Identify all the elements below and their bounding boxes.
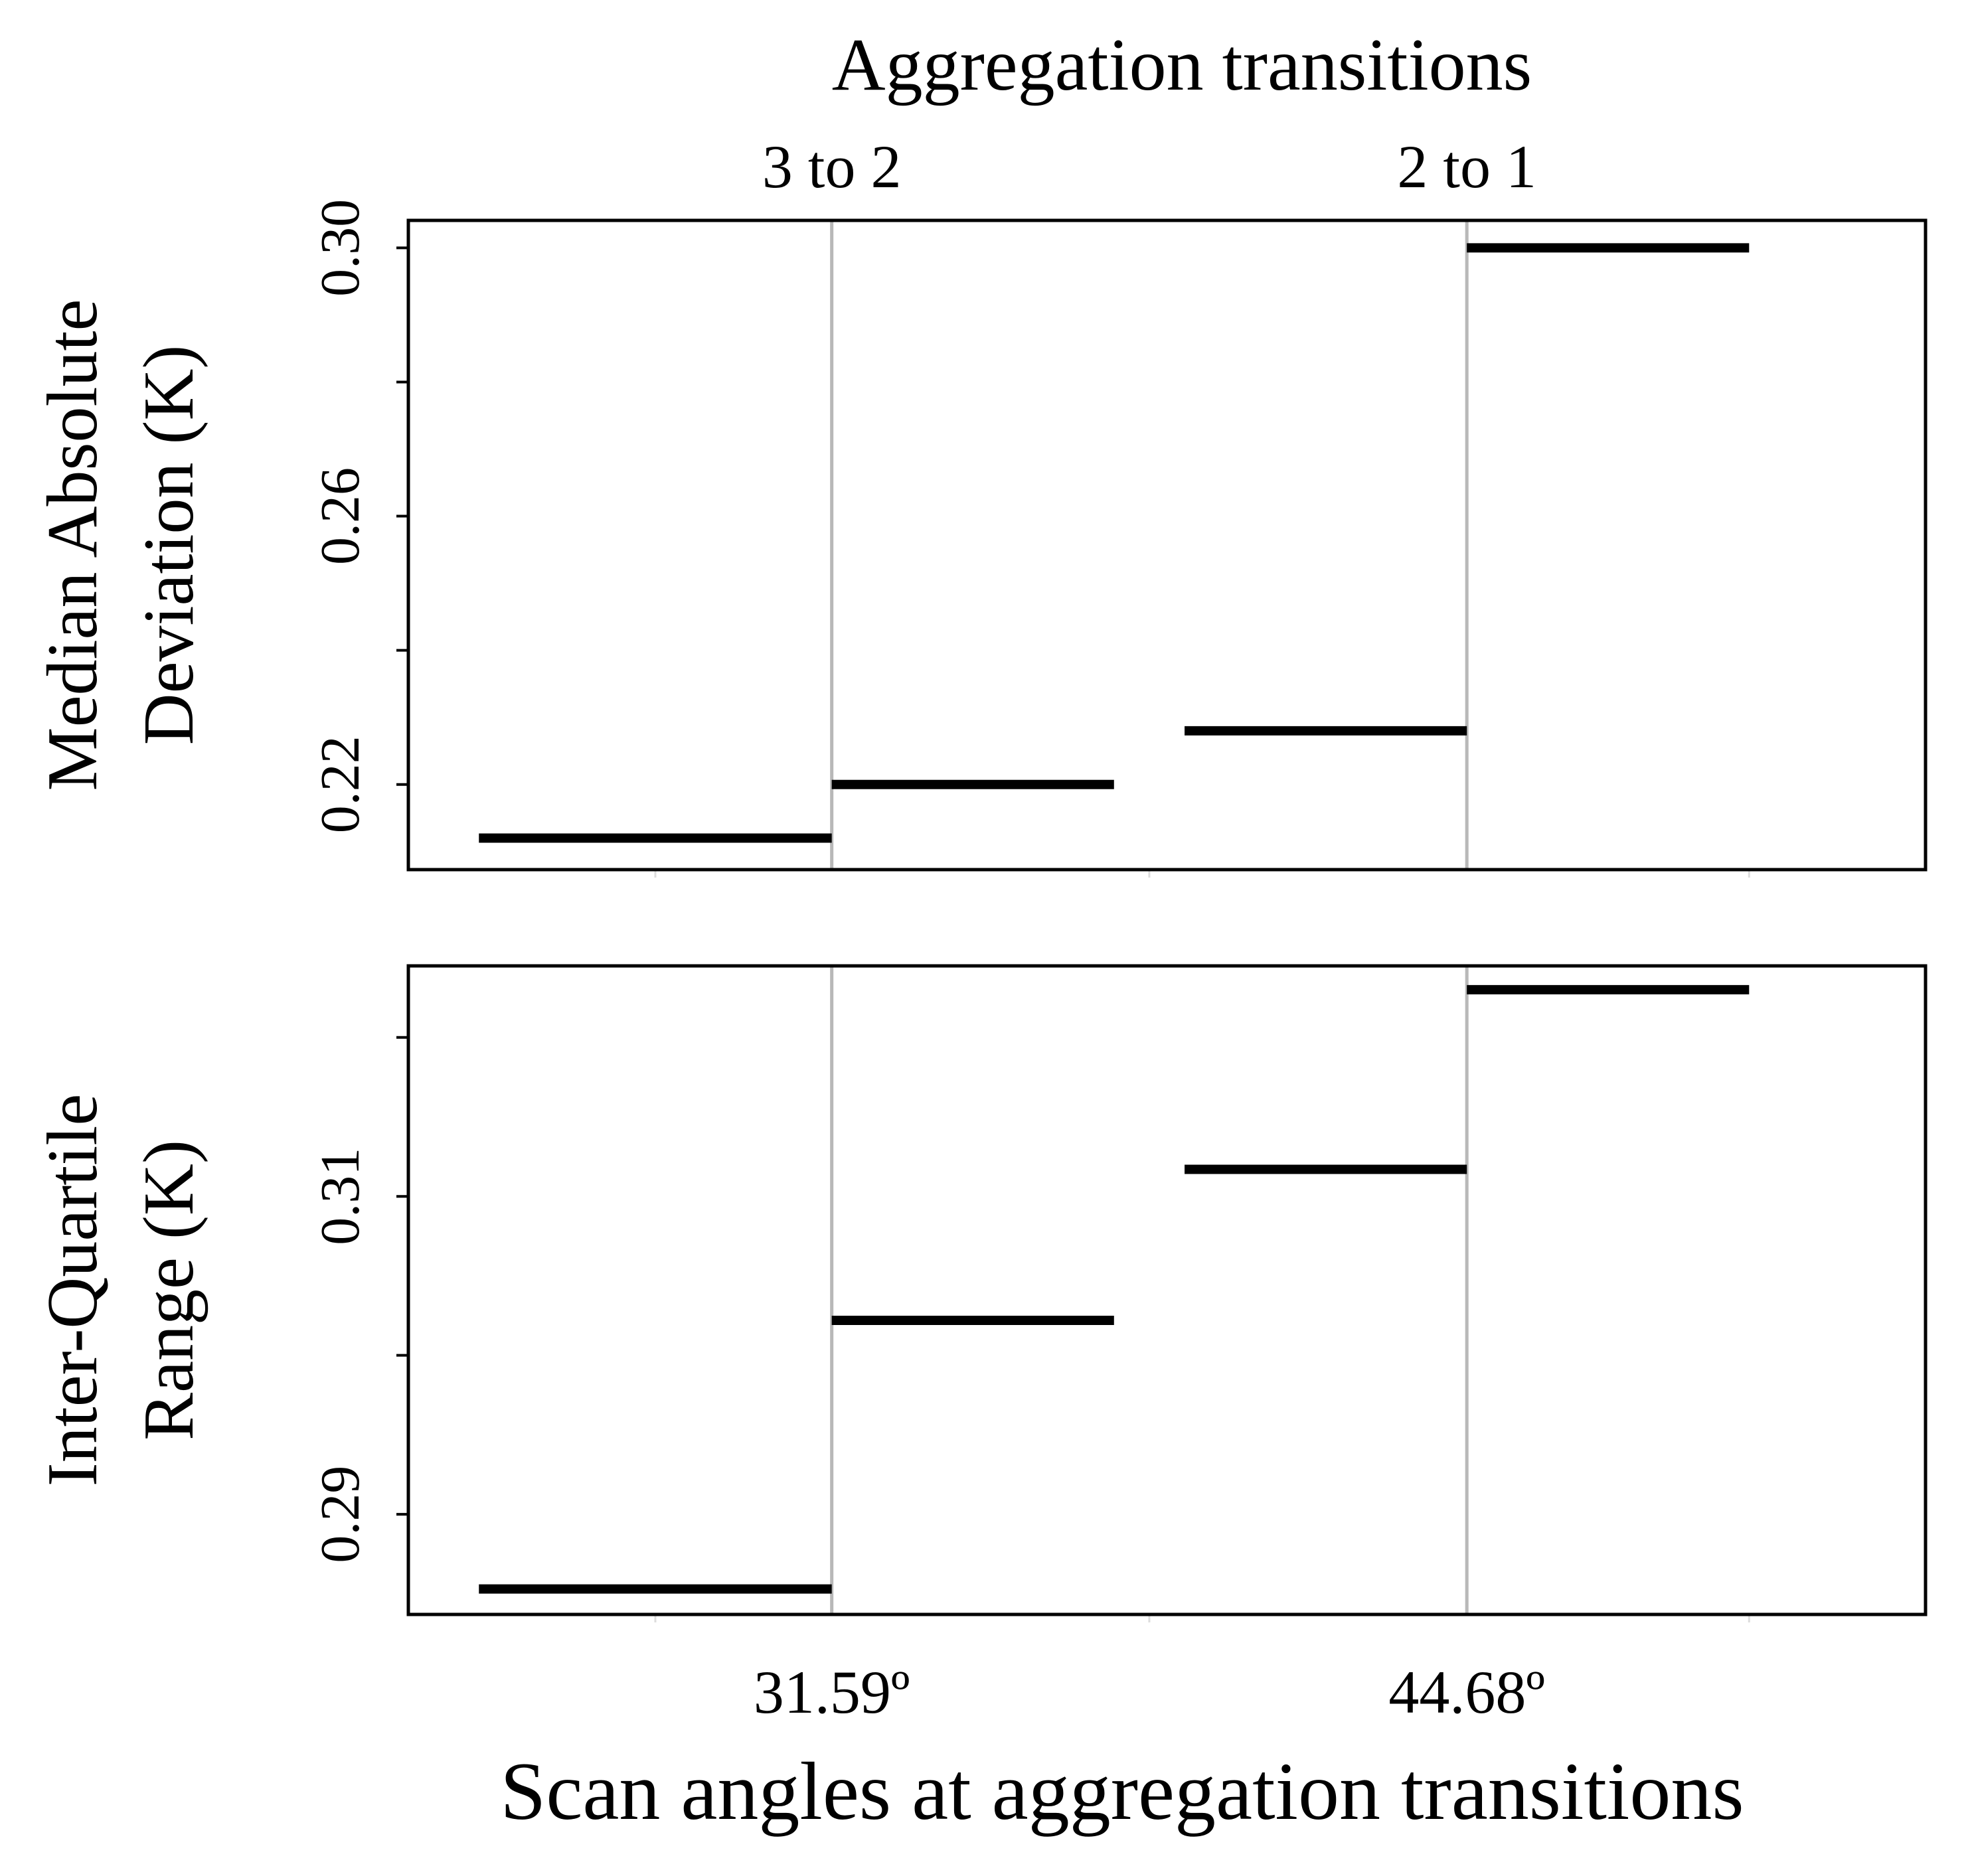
y-axis-label: Deviation (K) [129, 345, 208, 745]
y-tick-label: 0.22 [309, 736, 371, 833]
y-tick-label: 0.30 [309, 199, 371, 297]
angle-label: 44.68º [1388, 1658, 1545, 1726]
y-tick-label: 0.26 [309, 467, 371, 565]
top-axis-title: Aggregation transitions [832, 24, 1532, 106]
y-tick-label: 0.31 [309, 1148, 371, 1245]
panel-frame [406, 964, 1928, 1616]
y-axis-label: Median Absolute [33, 299, 112, 791]
x-axis-title: Scan angles at aggregation transitions [500, 1746, 1744, 1837]
y-tick-label: 0.29 [309, 1466, 371, 1563]
transition-label: 3 to 2 [762, 133, 902, 200]
y-axis-label: Inter-Quartile [33, 1094, 112, 1487]
angle-label: 31.59º [754, 1658, 910, 1726]
y-axis-label: Range (K) [129, 1140, 208, 1441]
transition-label: 2 to 1 [1397, 133, 1536, 200]
panel-frame [406, 218, 1928, 872]
